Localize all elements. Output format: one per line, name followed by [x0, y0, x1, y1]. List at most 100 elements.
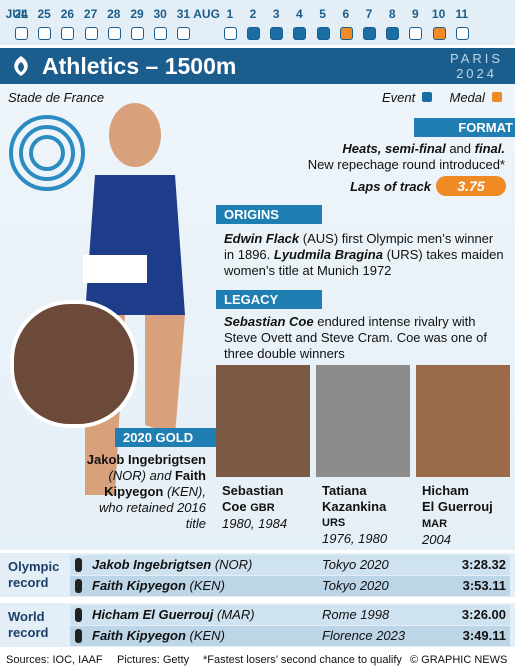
calendar-box	[432, 27, 446, 40]
legend-name: Tatiana	[322, 483, 367, 498]
legend-caption: Sebastian Coe GBR 1980, 1984	[222, 483, 317, 532]
calendar-day: 11	[455, 7, 469, 21]
calendar-box	[61, 27, 75, 40]
title: Athletics – 1500m	[42, 53, 237, 79]
athlete-icon	[75, 579, 82, 593]
calendar-day: 2	[249, 7, 257, 21]
calendar-day: 5	[319, 7, 326, 21]
legend-name: El Guerrouj MAR	[422, 499, 515, 532]
legend-name: Hicham	[422, 483, 469, 498]
legend-name: Kazankina	[322, 499, 417, 515]
legend-surname: Coe	[222, 499, 247, 514]
legend-event-swatch	[421, 92, 432, 102]
legend-nation: MAR	[422, 518, 448, 530]
athlete-nation: (NOR)	[214, 557, 253, 572]
el-guerrouj-photo	[416, 365, 510, 477]
legend-nation: URS	[322, 517, 346, 529]
calendar-day: 3	[272, 7, 280, 21]
legend-medal-swatch	[491, 92, 502, 102]
calendar-box	[84, 27, 98, 40]
gold-desc: (NOR) and	[108, 468, 172, 483]
calendar-day: 24	[14, 7, 28, 21]
laps-value: 3.75	[436, 176, 506, 196]
record-label: World record	[8, 609, 48, 641]
record-row: Faith Kipyegon (KEN) Tokyo 2020 3:53.11	[70, 576, 510, 596]
calendar-box	[455, 27, 469, 40]
legend-name: Coe GBR	[222, 499, 317, 516]
record-row: Jakob Ingebrigtsen (NOR) Tokyo 2020 3:28.3…	[70, 555, 510, 575]
record-venue: Tokyo 2020	[322, 578, 389, 593]
calendar-day: 10	[431, 7, 446, 21]
calendar-day: 31	[176, 7, 191, 21]
calendar-box	[107, 27, 121, 40]
legend-caption: Tatiana Kazankina URS 1976, 1980	[322, 483, 417, 547]
calendar-day: 4	[296, 7, 303, 21]
format-rounds: Heats, semi-final	[342, 141, 446, 156]
record-label-line: record	[8, 575, 49, 590]
record-time: 3:26.00	[461, 607, 506, 622]
calendar: 24 25 26 27 28 29 30 31 1 2 3 4 5 6 7 8 9 10 11 JUL AUG	[0, 0, 515, 45]
calendar-month: AUG	[193, 7, 220, 21]
games-year: 2024	[456, 66, 497, 81]
origins-name: Lyudmila Bragina	[273, 247, 383, 262]
footnote: *Fastest losers’ second chance to qualif…	[203, 654, 402, 666]
origins-desc: (AUS) first Olympic men’s winner in 1896…	[224, 231, 494, 262]
format-repechage: New repechage round introduced*	[307, 157, 505, 172]
format-text: Heats, semi-final and final. New repecha…	[308, 141, 505, 173]
athlete-nation: (MAR)	[217, 607, 255, 622]
calendar-day: 28	[107, 7, 121, 21]
calendar-box	[363, 27, 376, 40]
gold-desc: (KEN), who retained 2016 title	[99, 484, 206, 531]
calendar-box	[409, 27, 423, 40]
record-time: 3:53.11	[462, 578, 506, 593]
record-venue: Rome 1998	[322, 607, 390, 622]
record-venue: Florence 2023	[322, 628, 406, 643]
legend-event: Event	[382, 90, 416, 105]
games-city: PARIS	[450, 51, 504, 66]
calendar-day: 26	[60, 7, 75, 21]
gold-label: 2020 GOLD	[115, 428, 216, 447]
credit: © GRAPHIC NEWS	[410, 654, 508, 666]
athlete-name: Faith Kipyegon	[92, 628, 186, 643]
athlete-name: Jakob Ingebrigtsen	[92, 557, 212, 572]
paris-logo	[14, 56, 28, 76]
legend-surname: El Guerrouj	[422, 499, 493, 514]
legend-medal: Medal	[449, 90, 485, 105]
record-athlete: Hicham El Guerrouj (MAR)	[92, 607, 255, 622]
record-label-line: record	[8, 625, 49, 640]
legend-years: 1976, 1980	[322, 531, 388, 546]
athlete-icon	[75, 629, 82, 643]
calendar-day: 27	[83, 7, 98, 21]
calendar-box	[293, 27, 307, 40]
calendar-box	[270, 27, 284, 40]
origins-name: Edwin Flack	[224, 231, 300, 246]
athlete-nation: (KEN)	[189, 578, 225, 593]
calendar-day: 7	[365, 7, 373, 21]
record-label: Olympic record	[8, 559, 59, 591]
coe-photo	[216, 365, 310, 477]
legend-years: 1980, 1984	[222, 516, 288, 531]
games-logo: PARIS 2024	[450, 51, 503, 81]
legend-years: 2004	[422, 532, 451, 547]
calendar-day: 29	[130, 7, 144, 21]
calendar-box	[177, 27, 191, 40]
legend-caption: Hicham El Guerrouj MAR 2004	[422, 483, 515, 548]
record-athlete: Faith Kipyegon (KEN)	[92, 578, 225, 593]
legacy-name: Sebastian Coe	[224, 314, 314, 329]
origins-text: Edwin Flack (AUS) first Olympic men’s wi…	[224, 231, 504, 279]
laps-label: Laps of track	[350, 179, 431, 194]
athlete-nation: (KEN)	[189, 628, 225, 643]
calendar-box	[339, 27, 353, 40]
kipyegon-photo	[10, 300, 138, 428]
format-label: FORMAT	[414, 118, 515, 137]
gold-text: Jakob Ingebrigtsen (NOR) and Faith Kipye…	[86, 452, 206, 532]
format-final: final.	[474, 141, 505, 156]
track-icon	[9, 115, 85, 191]
kazankina-photo	[316, 365, 410, 477]
calendar-box	[15, 27, 28, 40]
record-venue: Tokyo 2020	[322, 557, 389, 572]
legacy-desc: endured intense rivalry with Steve Ovett…	[224, 314, 488, 361]
sources: Sources: IOC, IAAF	[6, 654, 103, 666]
legend-surname: Kazankina	[322, 499, 387, 514]
